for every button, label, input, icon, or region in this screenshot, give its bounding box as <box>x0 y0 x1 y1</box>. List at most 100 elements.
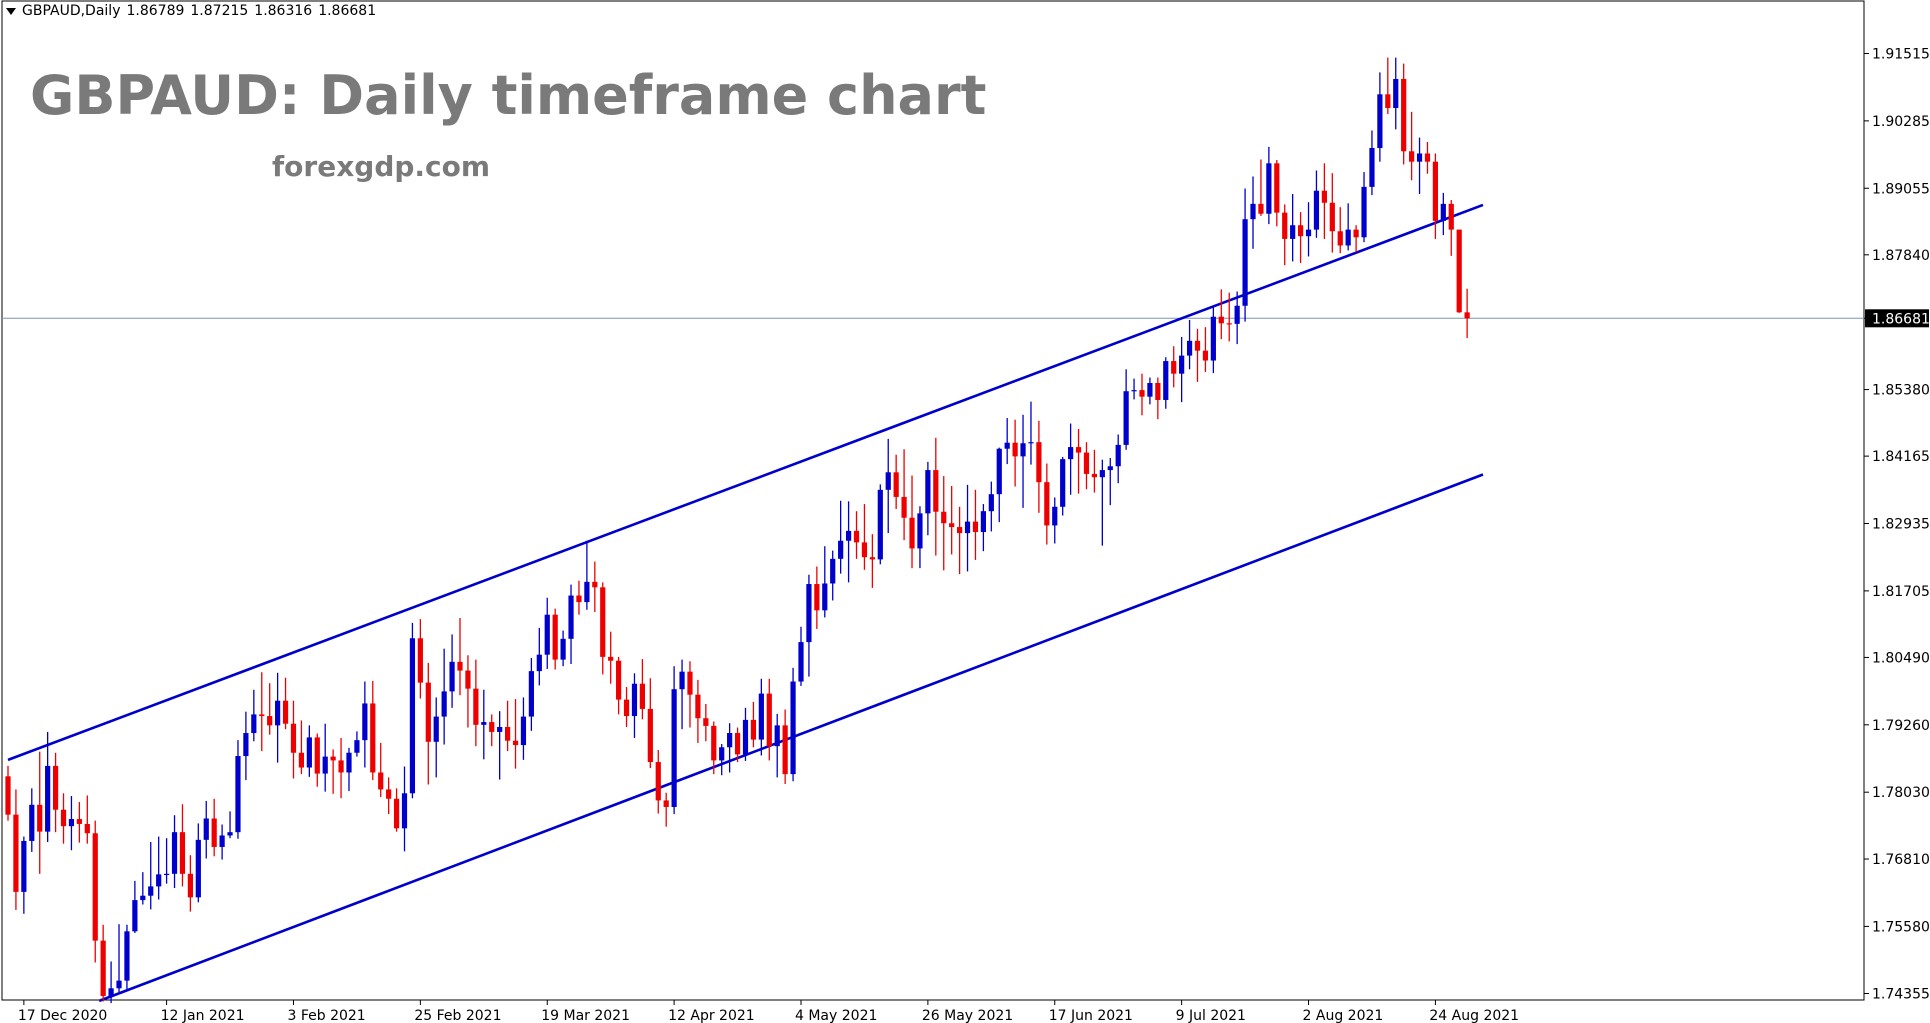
candle <box>124 924 130 991</box>
candle-body <box>1004 442 1010 449</box>
y-tick-label: 1.89055 <box>1872 181 1930 197</box>
candle-body <box>116 980 122 989</box>
candle-body <box>893 472 899 497</box>
dropdown-arrow-icon[interactable] <box>6 7 16 15</box>
candle-body <box>576 595 582 603</box>
candle-body <box>742 719 749 755</box>
candle <box>996 447 1002 523</box>
candle <box>1210 305 1216 374</box>
candle-body <box>584 581 590 603</box>
candle <box>5 765 11 821</box>
candle-body <box>298 752 305 768</box>
candle-body <box>1424 153 1431 162</box>
candle-body <box>465 670 471 689</box>
candle <box>608 631 614 684</box>
candle-body <box>671 689 677 807</box>
candle <box>671 666 677 815</box>
candle <box>148 842 154 910</box>
candle-body <box>687 671 693 695</box>
candle-body <box>885 472 891 490</box>
candle <box>1282 204 1288 266</box>
candle <box>330 749 336 794</box>
candle <box>1250 176 1256 249</box>
candle-body <box>639 683 645 709</box>
candle <box>1186 319 1193 370</box>
candle-body <box>1290 225 1296 239</box>
candle-body <box>1353 229 1359 238</box>
candle-body <box>1416 153 1423 162</box>
candle-body <box>84 823 90 834</box>
candle <box>1242 188 1248 322</box>
candle <box>1091 449 1098 493</box>
candle-body <box>616 660 622 700</box>
candle <box>1202 327 1209 373</box>
candle-body <box>211 818 217 847</box>
candle-body <box>1075 447 1082 453</box>
candle <box>1083 442 1090 490</box>
candle-body <box>750 719 757 740</box>
candle-body <box>623 699 630 717</box>
candle <box>600 582 606 675</box>
candle <box>362 681 368 768</box>
candle-body <box>203 818 209 840</box>
candle-body <box>1297 225 1304 237</box>
candle-body <box>1250 203 1256 220</box>
price-axis: 1.91515 1.90285 1.89055 1.87840 1.86681 1.853… <box>1864 47 1930 1003</box>
candle <box>719 743 725 776</box>
candle-body <box>457 661 463 671</box>
candle <box>520 697 527 760</box>
candle-body <box>1409 151 1415 162</box>
candle-body <box>838 540 844 559</box>
candle <box>1345 203 1351 251</box>
candle <box>60 793 67 844</box>
candle-body <box>68 819 75 827</box>
candle <box>964 484 971 572</box>
candle-body <box>76 819 82 824</box>
y-tick-label: 1.82935 <box>1872 517 1930 533</box>
candle <box>1297 212 1304 264</box>
candle <box>243 711 249 781</box>
candle-body <box>1131 390 1137 392</box>
candle-body <box>5 776 11 815</box>
candle <box>1179 336 1185 403</box>
candle-body <box>1147 382 1153 397</box>
candle <box>980 504 986 552</box>
candle-body <box>156 874 162 887</box>
candle <box>1115 434 1121 484</box>
candle <box>1369 130 1375 196</box>
y-tick-label: 1.79260 <box>1872 718 1930 734</box>
candle-body <box>949 523 955 528</box>
candle-body <box>1068 447 1074 460</box>
candle-body <box>275 700 281 726</box>
candle <box>132 880 138 933</box>
y-tick-label: 1.74355 <box>1872 987 1930 1003</box>
candle <box>1036 420 1042 513</box>
candle-body <box>1242 219 1248 306</box>
candle-body <box>29 804 35 841</box>
candle <box>171 815 178 889</box>
candle-body <box>330 756 336 761</box>
candle <box>481 689 487 760</box>
header-close: 1.86681 <box>318 3 377 19</box>
candle <box>568 584 574 665</box>
candle <box>1258 159 1264 216</box>
candle-body <box>195 839 201 898</box>
candle-body <box>386 789 392 799</box>
candle <box>639 659 645 720</box>
candle-body <box>1210 316 1216 361</box>
candle <box>1424 141 1431 174</box>
candle-body <box>1099 470 1105 478</box>
candle-body <box>552 614 558 660</box>
candle <box>290 700 297 779</box>
candle-body <box>1456 229 1462 313</box>
candle-body <box>1313 190 1320 230</box>
candle <box>972 489 979 560</box>
candle <box>1012 419 1018 487</box>
candle-body <box>1107 466 1113 471</box>
candle <box>1448 200 1454 256</box>
candle-body <box>964 521 971 534</box>
candle-body <box>449 661 455 692</box>
candles <box>5 57 1470 1004</box>
candle-body <box>917 513 923 549</box>
candle-body <box>798 642 804 682</box>
